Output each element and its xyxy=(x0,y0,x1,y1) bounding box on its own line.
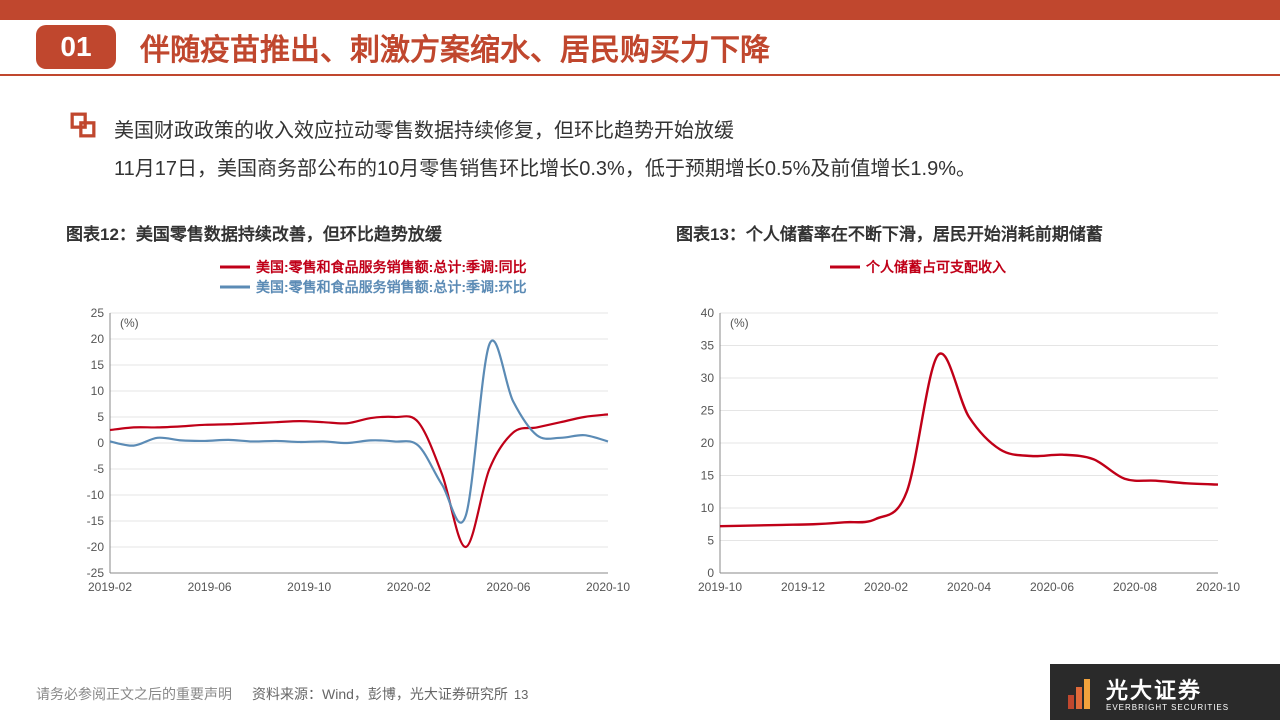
svg-text:10: 10 xyxy=(701,501,715,515)
svg-text:2019-02: 2019-02 xyxy=(88,580,132,594)
svg-text:2020-10: 2020-10 xyxy=(586,580,630,594)
slide: 01 伴随疫苗推出、刺激方案缩水、居民购买力下降 美国财政政策的收入效应拉动零售… xyxy=(0,0,1280,720)
bullet-text: 美国财政政策的收入效应拉动零售数据持续修复，但环比趋势开始放缓 11月17日，美… xyxy=(114,112,976,188)
svg-text:5: 5 xyxy=(97,410,104,424)
svg-text:2020-10: 2020-10 xyxy=(1196,580,1240,594)
chart12-title: 图表12：美国零售数据持续改善，但环比趋势放缓 xyxy=(50,220,630,245)
svg-text:40: 40 xyxy=(701,306,715,320)
brand-logo: 光大证券 EVERBRIGHT SECURITIES xyxy=(1050,664,1280,720)
svg-text:20: 20 xyxy=(701,436,715,450)
bullet-icon xyxy=(70,112,96,143)
svg-text:5: 5 xyxy=(707,534,714,548)
svg-text:2020-08: 2020-08 xyxy=(1113,580,1157,594)
svg-text:2019-06: 2019-06 xyxy=(188,580,232,594)
svg-text:15: 15 xyxy=(701,469,715,483)
svg-text:(%): (%) xyxy=(120,316,139,330)
svg-text:20: 20 xyxy=(91,332,105,346)
title-row: 01 伴随疫苗推出、刺激方案缩水、居民购买力下降 xyxy=(0,20,1280,76)
bullet-line-2: 11月17日，美国商务部公布的10月零售销售环比增长0.3%，低于预期增长0.5… xyxy=(114,150,976,188)
svg-text:2020-02: 2020-02 xyxy=(864,580,908,594)
chart13-area: 0 5 10 15 20 25 30 35 40 2019-10 2019-12 2020-02 202… xyxy=(660,253,1240,603)
svg-text:2020-04: 2020-04 xyxy=(947,580,991,594)
chart13-block: 图表13：个人储蓄率在不断下滑，居民开始消耗前期储蓄 0 5 10 15 20 25 30 3… xyxy=(660,220,1240,603)
svg-text:-10: -10 xyxy=(87,488,105,502)
svg-text:-20: -20 xyxy=(87,540,105,554)
section-badge: 01 xyxy=(36,25,116,69)
page-number: 13 xyxy=(514,687,528,702)
svg-text:-25: -25 xyxy=(87,566,105,580)
svg-text:2020-02: 2020-02 xyxy=(387,580,431,594)
top-accent-bar xyxy=(0,0,1280,20)
svg-text:个人储蓄占可支配收入: 个人储蓄占可支配收入 xyxy=(865,259,1006,275)
page-title: 伴随疫苗推出、刺激方案缩水、居民购买力下降 xyxy=(140,25,770,69)
svg-text:2020-06: 2020-06 xyxy=(486,580,530,594)
disclaimer-text: 请务必参阅正文之后的重要声明 xyxy=(36,684,232,704)
svg-text:-5: -5 xyxy=(93,462,104,476)
brand-en: EVERBRIGHT SECURITIES xyxy=(1106,703,1229,712)
svg-text:美国:零售和食品服务销售额:总计:季调:同比: 美国:零售和食品服务销售额:总计:季调:同比 xyxy=(256,259,527,275)
brand-text-wrap: 光大证券 EVERBRIGHT SECURITIES xyxy=(1106,673,1229,712)
svg-text:25: 25 xyxy=(701,404,715,418)
svg-text:0: 0 xyxy=(707,566,714,580)
svg-text:10: 10 xyxy=(91,384,105,398)
chart12-svg: -25 -20 -15 -10 -5 0 5 10 15 20 25 2019-02 2019-06 20… xyxy=(50,253,630,603)
svg-text:(%): (%) xyxy=(730,316,749,330)
svg-text:15: 15 xyxy=(91,358,105,372)
svg-text:2020-06: 2020-06 xyxy=(1030,580,1074,594)
svg-text:美国:零售和食品服务销售额:总计:季调:环比: 美国:零售和食品服务销售额:总计:季调:环比 xyxy=(256,279,527,295)
svg-text:2019-10: 2019-10 xyxy=(698,580,742,594)
bullet-row: 美国财政政策的收入效应拉动零售数据持续修复，但环比趋势开始放缓 11月17日，美… xyxy=(70,112,1210,188)
svg-text:0: 0 xyxy=(97,436,104,450)
svg-text:2019-10: 2019-10 xyxy=(287,580,331,594)
source-text: 资料来源：Wind，彭博，光大证券研究所 xyxy=(252,684,508,704)
bullet-line-1: 美国财政政策的收入效应拉动零售数据持续修复，但环比趋势开始放缓 xyxy=(114,112,976,150)
chart12-area: -25 -20 -15 -10 -5 0 5 10 15 20 25 2019-02 2019-06 20… xyxy=(50,253,630,603)
svg-text:2019-12: 2019-12 xyxy=(781,580,825,594)
svg-text:-15: -15 xyxy=(87,514,105,528)
chart13-title: 图表13：个人储蓄率在不断下滑，居民开始消耗前期储蓄 xyxy=(660,220,1240,245)
chart12-block: 图表12：美国零售数据持续改善，但环比趋势放缓 -25 -20 -15 -10 -5 0 5… xyxy=(50,220,630,603)
svg-text:30: 30 xyxy=(701,371,715,385)
svg-text:25: 25 xyxy=(91,306,105,320)
brand-icon xyxy=(1068,675,1096,709)
charts-container: 图表12：美国零售数据持续改善，但环比趋势放缓 -25 -20 -15 -10 -5 0 5… xyxy=(50,220,1240,603)
body: 美国财政政策的收入效应拉动零售数据持续修复，但环比趋势开始放缓 11月17日，美… xyxy=(70,100,1210,188)
brand-name: 光大证券 xyxy=(1106,673,1229,705)
chart13-svg: 0 5 10 15 20 25 30 35 40 2019-10 2019-12 2020-02 202… xyxy=(660,253,1240,603)
svg-text:35: 35 xyxy=(701,339,715,353)
